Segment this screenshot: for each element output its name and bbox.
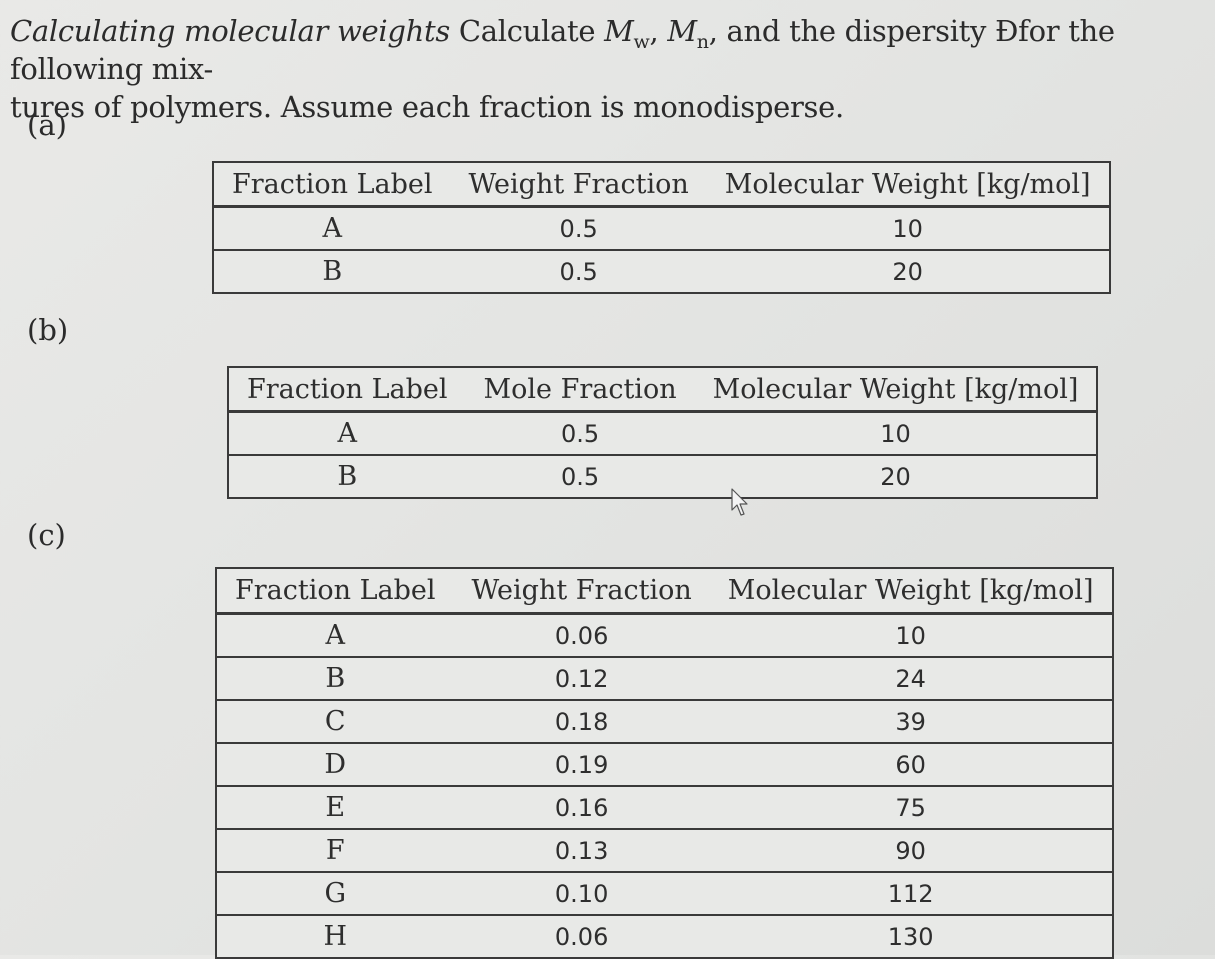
fraction-label-cell: B	[216, 657, 454, 701]
column-header: Molecular Weight [kg/mol]	[706, 162, 1110, 208]
fraction-label-cell: A	[216, 613, 454, 658]
table-row: H 0.06 130	[216, 915, 1113, 958]
table-part-a: Fraction Label Weight Fraction Molecular…	[212, 161, 1111, 294]
table-part-c: Fraction Label Weight Fraction Molecular…	[215, 567, 1114, 959]
table-row: G 0.10 112	[216, 872, 1113, 916]
fraction-value-cell: 0.5	[560, 462, 600, 491]
table-header-row: Fraction Label Weight Fraction Molecular…	[216, 568, 1113, 615]
column-header: Molecular Weight [kg/mol]	[709, 568, 1113, 615]
molecular-weight-cell: 75	[709, 786, 1113, 830]
table-part-b: Fraction Label Mole Fraction Molecular W…	[227, 366, 1099, 499]
table-row: B 0.12 24	[216, 657, 1113, 701]
fraction-value-cell: 0.06	[554, 922, 609, 951]
fraction-value-cell: 0.16	[453, 786, 710, 830]
molecular-weight-cell: 130	[887, 922, 934, 951]
fraction-label-cell: F	[216, 829, 454, 873]
table-row: A 0.06 10	[216, 613, 1113, 658]
column-header: Weight Fraction	[453, 568, 710, 615]
table-row: B 0.5 20	[228, 455, 1097, 498]
table-row: B 0.5 20	[213, 250, 1110, 293]
problem-statement: Calculating molecular weights Calculate …	[10, 12, 1210, 126]
fraction-value-cell: 0.06	[453, 613, 710, 658]
part-b-label: (b)	[27, 313, 69, 347]
molecular-weight-cell: 112	[709, 872, 1113, 916]
table-row: E 0.16 75	[216, 786, 1113, 830]
table-header-row: Fraction Label Weight Fraction Molecular…	[213, 162, 1110, 208]
table-row: C 0.18 39	[216, 700, 1113, 744]
table-row: A 0.5 10	[213, 206, 1110, 251]
fraction-label-cell: B	[322, 256, 343, 287]
table-row: F 0.13 90	[216, 829, 1113, 873]
fraction-label-cell: B	[337, 461, 358, 492]
fraction-value-cell: 0.13	[453, 829, 710, 873]
comma: ,	[649, 14, 659, 48]
column-header: Fraction Label	[228, 367, 466, 413]
column-header: Mole Fraction	[465, 367, 695, 413]
table-row: D 0.19 60	[216, 743, 1113, 787]
part-c-label: (c)	[27, 518, 66, 552]
fraction-value-cell: 0.10	[453, 872, 710, 916]
fraction-label-cell: E	[216, 786, 454, 830]
problem-text-assumption: tures of polymers. Assume each fraction …	[10, 90, 844, 124]
fraction-value-cell: 0.5	[450, 206, 707, 251]
problem-text-intro: Calculate	[458, 14, 596, 48]
molecular-weight-cell: 90	[709, 829, 1113, 873]
molecular-weight-cell: 10	[709, 613, 1113, 658]
fraction-value-cell: 0.5	[465, 411, 695, 456]
table-row: A 0.5 10	[228, 411, 1098, 456]
fraction-value-cell: 0.12	[453, 657, 710, 701]
column-header: Fraction Label	[213, 162, 451, 208]
molecular-weight-cell: 20	[892, 257, 923, 286]
molecular-weight-cell: 10	[694, 411, 1098, 456]
fraction-label-cell: A	[228, 411, 466, 456]
molecular-weight-cell: 20	[880, 462, 911, 491]
table-header-row: Fraction Label Mole Fraction Molecular W…	[228, 367, 1098, 413]
fraction-label-cell: D	[216, 743, 454, 787]
molecular-weight-cell: 60	[709, 743, 1113, 787]
fraction-label-cell: H	[323, 921, 348, 952]
problem-text-dispersity: , and the dispersity Đfor the following …	[10, 14, 1115, 86]
mouse-pointer-icon	[731, 488, 748, 516]
fraction-value-cell: 0.5	[559, 257, 598, 286]
column-header: Weight Fraction	[450, 162, 707, 208]
molecular-weight-cell: 24	[709, 657, 1113, 701]
fraction-label-cell: G	[216, 872, 454, 916]
molecular-weight-cell: 10	[706, 206, 1110, 251]
part-a-label: (a)	[27, 108, 67, 142]
fraction-label-cell: C	[216, 700, 454, 744]
fraction-value-cell: 0.18	[453, 700, 710, 744]
mn-symbol: Mn	[667, 14, 709, 53]
column-header: Molecular Weight [kg/mol]	[694, 367, 1098, 413]
fraction-label-cell: A	[213, 206, 451, 251]
fraction-value-cell: 0.19	[453, 743, 710, 787]
problem-heading: Calculating molecular weights	[10, 14, 450, 48]
molecular-weight-cell: 39	[709, 700, 1113, 744]
mw-symbol: Mw	[604, 14, 650, 53]
column-header: Fraction Label	[216, 568, 454, 615]
